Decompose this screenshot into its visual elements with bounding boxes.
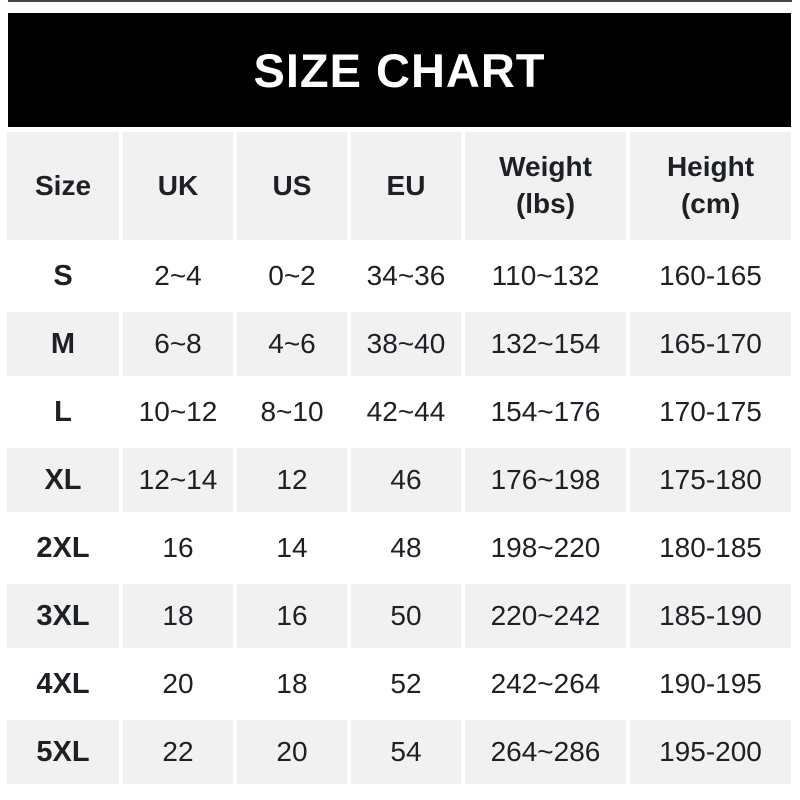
- column-header-label: Height: [666, 151, 755, 183]
- column-header-label: Weight: [499, 151, 592, 183]
- size-chart-table: Size UK US EU Weight (lbs) Height (cm) S…: [7, 132, 791, 784]
- table-cell: 165-170: [630, 312, 791, 376]
- table-cell: 54: [351, 720, 461, 784]
- table-cell: 42~44: [351, 380, 461, 444]
- table-cell: 20: [123, 652, 233, 716]
- table-cell: 185-190: [630, 584, 791, 648]
- table-cell: 264~286: [465, 720, 626, 784]
- table-cell: 2~4: [123, 244, 233, 308]
- column-header-sublabel: (lbs): [515, 188, 576, 219]
- column-header-weight: Weight (lbs): [465, 132, 626, 240]
- column-header-label: Size: [34, 169, 92, 201]
- table-cell: 12~14: [123, 448, 233, 512]
- column-header-height: Height (cm): [630, 132, 791, 240]
- row-label-cell: 5XL: [7, 720, 119, 784]
- row-label-cell: 4XL: [7, 652, 119, 716]
- table-cell: 16: [123, 516, 233, 580]
- table-cell: 50: [351, 584, 461, 648]
- table-cell: 16: [237, 584, 347, 648]
- table-cell: 198~220: [465, 516, 626, 580]
- table-cell: 132~154: [465, 312, 626, 376]
- size-chart-banner: SIZE CHART: [8, 13, 791, 127]
- table-cell: 18: [237, 652, 347, 716]
- size-chart-title: SIZE CHART: [253, 43, 546, 97]
- table-cell: 52: [351, 652, 461, 716]
- row-label-cell: XL: [7, 448, 119, 512]
- table-cell: 38~40: [351, 312, 461, 376]
- column-header-size: Size: [7, 132, 119, 240]
- table-cell: 48: [351, 516, 461, 580]
- table-cell: 175-180: [630, 448, 791, 512]
- column-header-label: UK: [157, 169, 199, 201]
- table-cell: 160-165: [630, 244, 791, 308]
- row-label-cell: 3XL: [7, 584, 119, 648]
- table-cell: 0~2: [237, 244, 347, 308]
- table-cell: 22: [123, 720, 233, 784]
- table-cell: 12: [237, 448, 347, 512]
- table-cell: 6~8: [123, 312, 233, 376]
- column-header-sublabel: (cm): [680, 188, 741, 219]
- row-label-cell: 2XL: [7, 516, 119, 580]
- table-cell: 195-200: [630, 720, 791, 784]
- table-cell: 10~12: [123, 380, 233, 444]
- table-cell: 8~10: [237, 380, 347, 444]
- table-cell: 4~6: [237, 312, 347, 376]
- table-cell: 242~264: [465, 652, 626, 716]
- table-cell: 176~198: [465, 448, 626, 512]
- table-cell: 170-175: [630, 380, 791, 444]
- top-border-rule: [8, 0, 792, 2]
- column-header-label: EU: [386, 169, 426, 201]
- table-cell: 14: [237, 516, 347, 580]
- column-header-us: US: [237, 132, 347, 240]
- column-header-eu: EU: [351, 132, 461, 240]
- table-cell: 220~242: [465, 584, 626, 648]
- table-cell: 110~132: [465, 244, 626, 308]
- table-cell: 46: [351, 448, 461, 512]
- column-header-label: US: [272, 169, 312, 201]
- column-header-uk: UK: [123, 132, 233, 240]
- table-cell: 34~36: [351, 244, 461, 308]
- row-label-cell: L: [7, 380, 119, 444]
- table-cell: 20: [237, 720, 347, 784]
- row-label-cell: S: [7, 244, 119, 308]
- row-label-cell: M: [7, 312, 119, 376]
- table-cell: 180-185: [630, 516, 791, 580]
- table-cell: 18: [123, 584, 233, 648]
- table-cell: 190-195: [630, 652, 791, 716]
- table-cell: 154~176: [465, 380, 626, 444]
